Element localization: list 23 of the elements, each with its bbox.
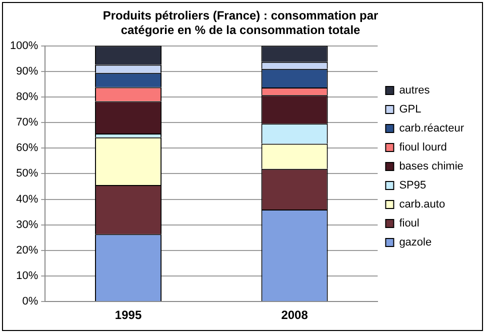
legend-label: autres xyxy=(399,84,430,97)
y-tick-label: 80% xyxy=(16,90,38,103)
y-tick-label: 50% xyxy=(16,168,38,180)
legend-label: fioul xyxy=(399,218,420,230)
y-tick-label: 10% xyxy=(16,270,38,282)
legend-label: SP95 xyxy=(399,180,426,192)
y-tick-label: 90% xyxy=(16,65,38,78)
y-tick-label: 40% xyxy=(16,193,38,206)
legend-label: gazole xyxy=(399,236,432,249)
legend-label: carb.auto xyxy=(399,198,446,211)
legend-label: GPL xyxy=(399,104,422,116)
y-tick-label: 60% xyxy=(16,142,38,154)
legend-label: fioul lourd xyxy=(399,142,447,154)
y-tick-label: 20% xyxy=(16,244,38,256)
y-tick-label: 70% xyxy=(16,116,38,129)
chart-title: Produits pétroliers (France) : consommation par catégorie en % de la consommation totale xyxy=(102,8,379,37)
legend-label: bases chimie xyxy=(399,160,464,173)
y-tick-label: 100% xyxy=(10,40,38,52)
y-tick-label: 0% xyxy=(22,296,38,308)
x-tick-label: 1995 xyxy=(114,308,142,322)
x-tick-label: 2008 xyxy=(281,308,308,322)
legend-label: carb.réacteur xyxy=(399,122,464,135)
y-tick-label: 30% xyxy=(16,218,38,231)
